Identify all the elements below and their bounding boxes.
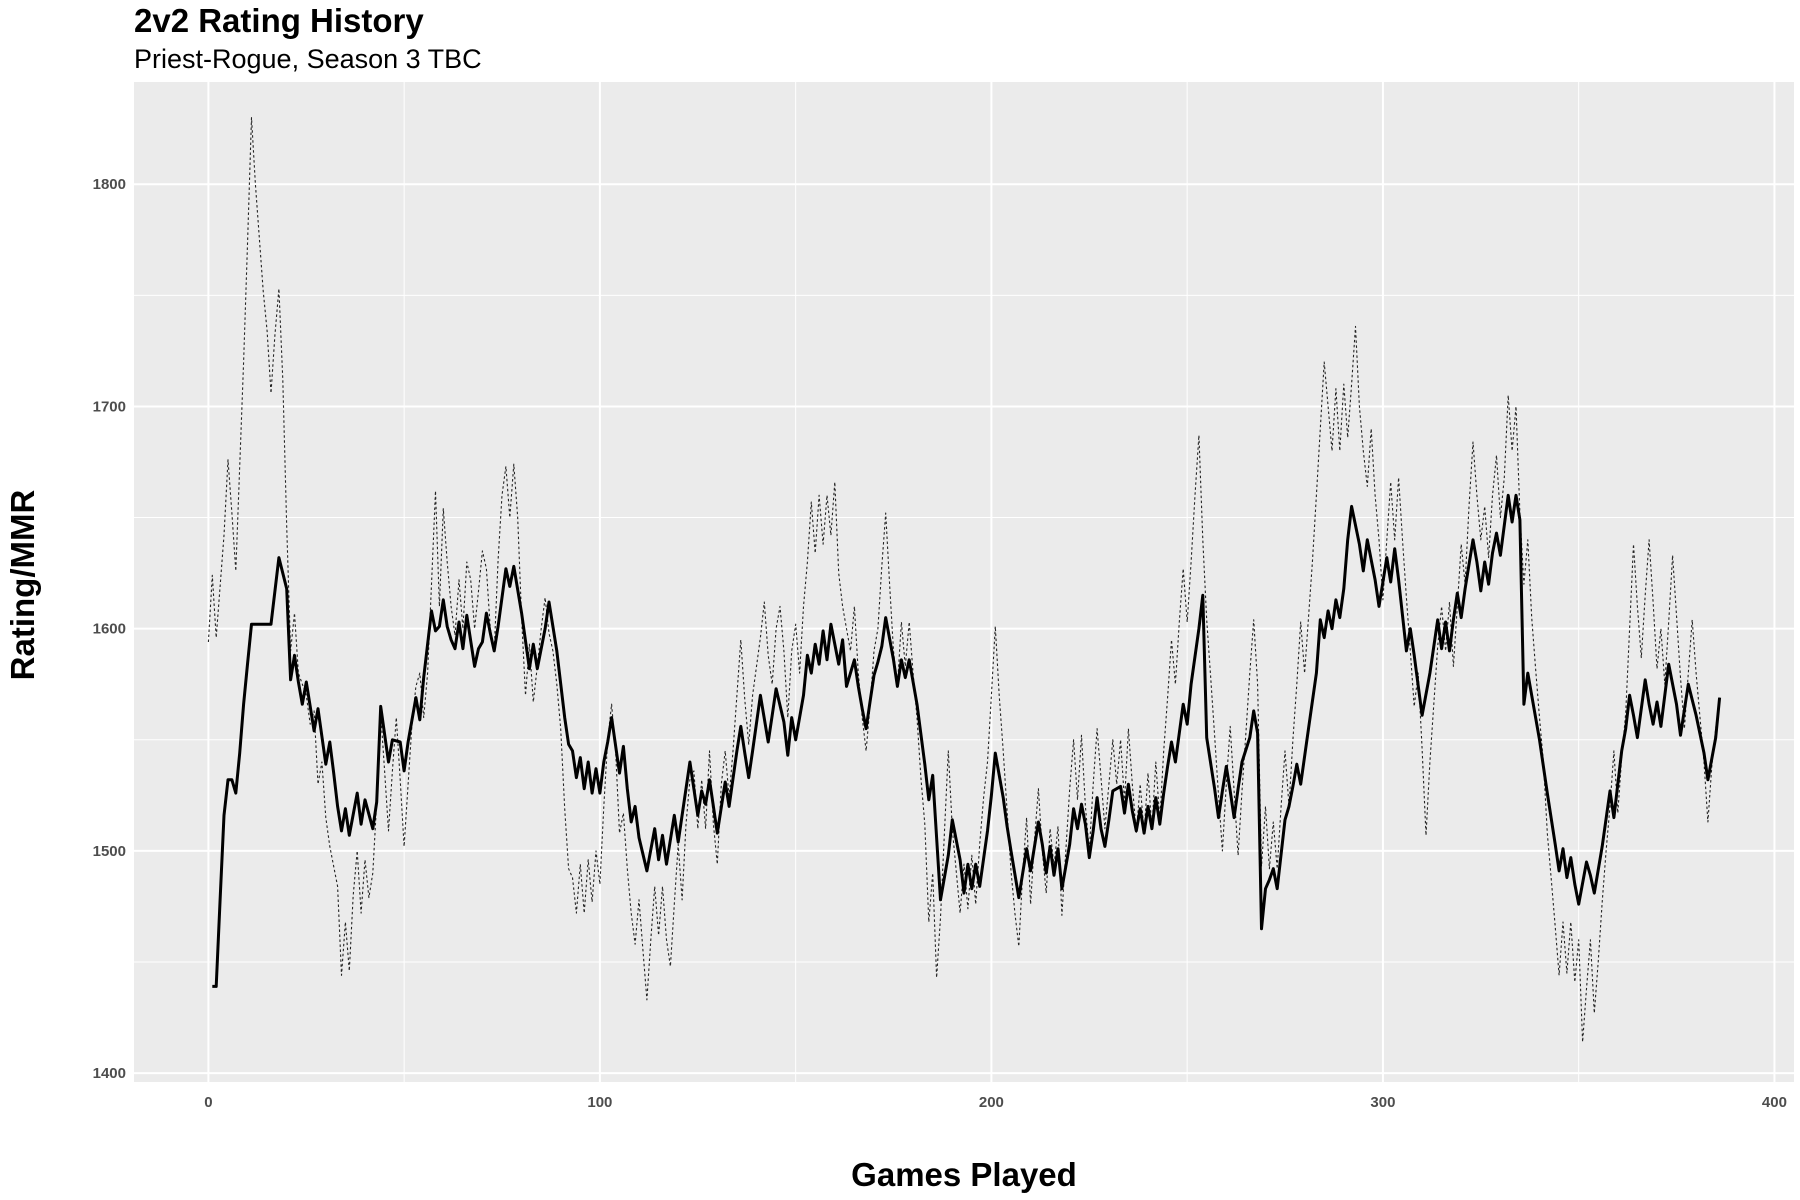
x-tick-label: 200 — [979, 1094, 1004, 1111]
x-tick-label: 300 — [1370, 1094, 1395, 1111]
series-line-dotted — [207, 117, 1721, 1043]
x-tick-label: 0 — [204, 1094, 212, 1111]
axis-ticks: 0 100 200 300 400 1400 1500 1600 1700 1800 — [93, 176, 1787, 1111]
series-lines — [207, 117, 1722, 1043]
y-tick-label: 1600 — [93, 621, 126, 638]
plot-panel — [134, 82, 1794, 1082]
chart-subtitle: Priest-Rogue, Season 3 TBC — [134, 44, 482, 74]
y-tick-label: 1700 — [93, 398, 126, 415]
x-tick-label: 400 — [1762, 1094, 1787, 1111]
x-axis-title: Games Played — [851, 1156, 1077, 1193]
series-line-solid — [212, 493, 1722, 988]
y-tick-label: 1800 — [93, 176, 126, 193]
y-axis-title: Rating/MMR — [4, 490, 41, 681]
x-tick-label: 100 — [587, 1094, 612, 1111]
y-tick-label: 1400 — [93, 1065, 126, 1082]
y-tick-label: 1500 — [93, 843, 126, 860]
chart-title: 2v2 Rating History — [134, 2, 424, 39]
